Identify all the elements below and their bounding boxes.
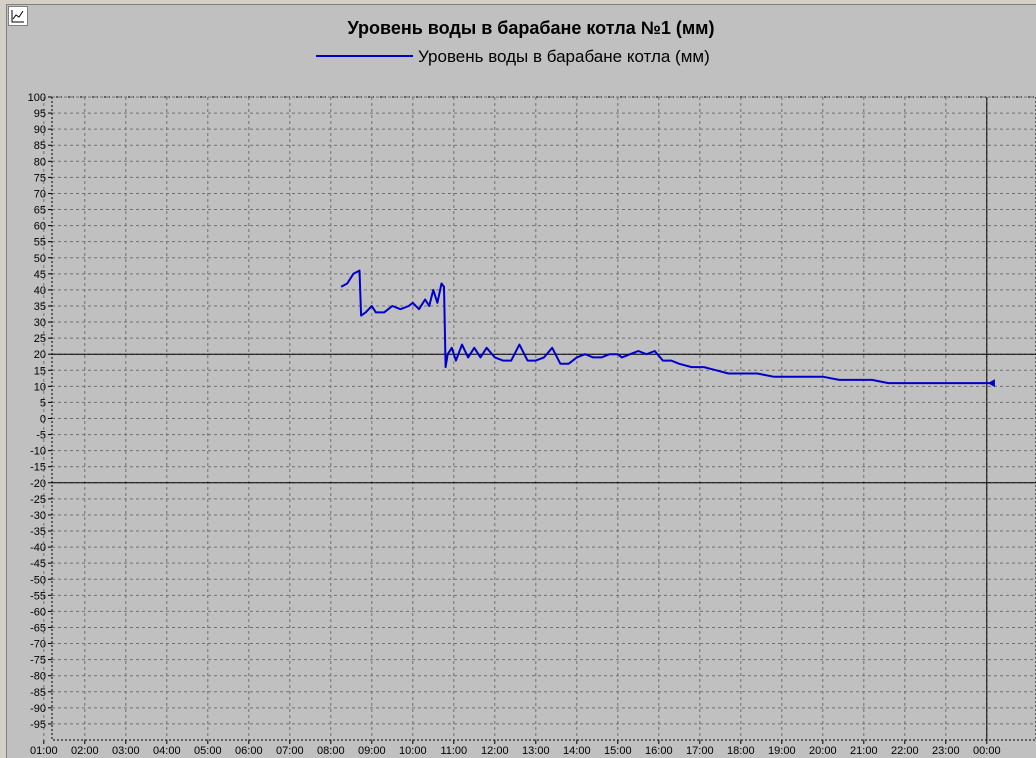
y-tick-label: 20 [34,349,46,361]
x-tick-label: 09:00 [358,745,386,757]
y-tick-label: 65 [34,205,46,217]
x-tick-label: 18:00 [727,745,755,757]
y-tick-label: 5 [40,397,46,409]
y-tick-label: 95 [34,108,46,120]
y-tick-label: -55 [30,590,46,602]
legend-label: Уровень воды в барабане котла (мм) [418,47,710,66]
y-tick-label: -25 [30,494,46,506]
y-tick-label: 100 [28,92,46,104]
y-tick-label: 70 [34,188,46,200]
y-tick-label: 50 [34,253,46,265]
x-tick-label: 05:00 [194,745,222,757]
y-tick-label: 25 [34,333,46,345]
chart-title: Уровень воды в барабане котла №1 (мм) [348,18,715,38]
y-tick-label: 15 [34,365,46,377]
x-tick-label: 12:00 [481,745,509,757]
x-tick-label: 16:00 [645,745,673,757]
x-tick-label: 21:00 [850,745,878,757]
y-tick-label: -10 [30,446,46,458]
x-tick-label: 08:00 [317,745,345,757]
y-tick-label: 45 [34,269,46,281]
grid-lines [43,96,1036,740]
y-tick-label: 80 [34,156,46,168]
chart-settings-icon[interactable] [8,6,28,26]
x-tick-label: 00:00 [973,745,1001,757]
x-tick-label: 23:00 [932,745,960,757]
x-tick-label: 13:00 [522,745,550,757]
series-layer [340,269,995,388]
x-axis-ticks: 02:00 03:00 04:00 05:00 06:00 07:00 08:00 09:00… [30,740,1001,757]
x-tick-label: 06:00 [235,745,263,757]
reference-lines [52,97,1036,740]
x-tick-label: 03:00 [112,745,140,757]
x-tick-label: 11:00 [440,745,467,757]
x-tick-label: 14:00 [563,745,591,757]
x-tick-label: 10:00 [399,745,427,757]
y-tick-label: -30 [30,510,46,522]
y-tick-label: -75 [30,655,46,667]
y-tick-label: -15 [30,462,46,474]
y-tick-label: 60 [34,221,46,233]
y-tick-label: -35 [30,526,46,538]
series-end-marker [987,379,995,388]
y-tick-label: -20 [30,478,46,490]
x-tick-label: 02:00 [71,745,99,757]
x-tick-label: 07:00 [276,745,304,757]
y-tick-label: -70 [30,639,46,651]
y-tick-label: 0 [40,414,46,426]
y-tick-label: -90 [30,703,46,715]
y-tick-label: -80 [30,671,46,683]
y-tick-label: 55 [34,237,46,249]
y-tick-label: -40 [30,542,46,554]
y-tick-label: 40 [34,285,46,297]
x-tick-label: 20:00 [809,745,837,757]
y-tick-label: 75 [34,172,46,184]
y-tick-label: -60 [30,606,46,618]
x-tick-label: 17:00 [686,745,714,757]
x-tick-label: 15:00 [604,745,632,757]
y-tick-label: -65 [30,622,46,634]
x-tick-label: 01:00 [30,745,58,757]
y-tick-label: 90 [34,124,46,136]
x-tick-label: 19:00 [768,745,796,757]
y-tick-label: 10 [34,381,46,393]
y-tick-label: -45 [30,558,46,570]
x-tick-label: 22:00 [891,745,919,757]
y-tick-label: -5 [36,430,46,442]
y-axis-ticks: 1009590858075706560555045403530252015105… [28,92,52,731]
y-tick-label: -50 [30,574,46,586]
y-tick-label: -95 [30,719,46,731]
series-line [340,269,991,385]
y-tick-label: 30 [34,317,46,329]
y-tick-label: -85 [30,687,46,699]
y-tick-label: 85 [34,140,46,152]
y-tick-label: 35 [34,301,46,313]
x-tick-label: 04:00 [153,745,181,757]
